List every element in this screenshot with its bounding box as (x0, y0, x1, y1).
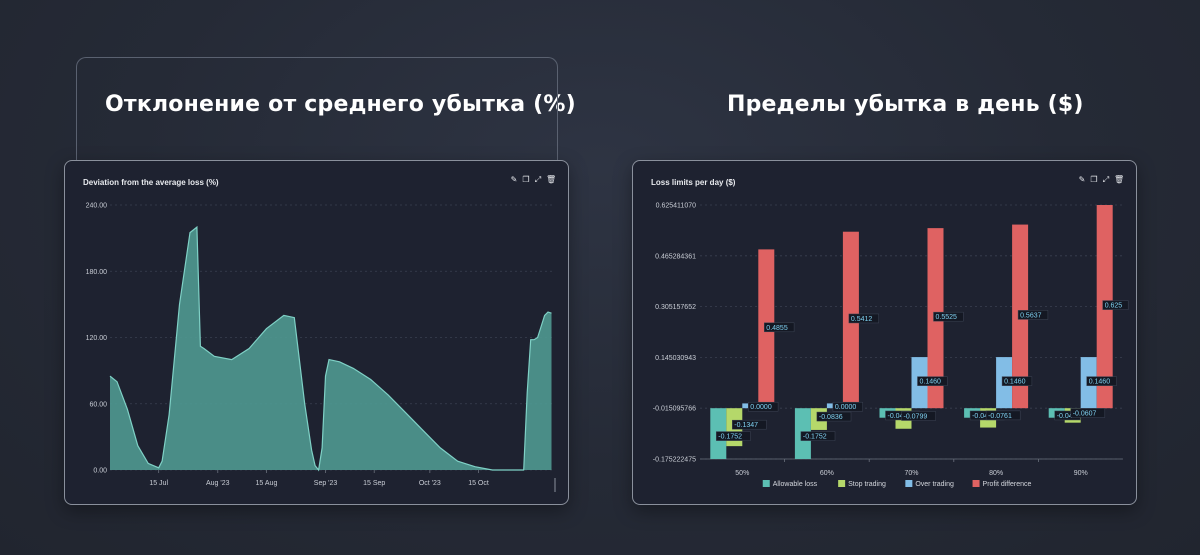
y-tick-label: 0.465284361 (655, 253, 696, 260)
legend-swatch (972, 480, 980, 487)
heading-loss-limits: Пределы убытка в день ($) (727, 92, 1084, 117)
area-series (110, 227, 552, 470)
data-label-box (764, 322, 795, 333)
data-label-box (832, 401, 863, 412)
legend-label: Over trading (915, 481, 954, 488)
chart-toolbar: ✎ ❐ ⤢ 🗑 (1078, 175, 1125, 184)
x-tick-label: Oct '23 (419, 480, 441, 487)
data-label-box (933, 311, 964, 322)
y-tick-label: 0.625411070 (656, 203, 696, 210)
data-label: 0.5412 (851, 316, 873, 323)
area-series-line (109, 225, 552, 472)
data-label-box (732, 419, 767, 430)
x-tick-label: Sep '23 (314, 480, 338, 487)
deviation-area-chart: 240.00 180.00 120.00 60.00 0.00 15 Jul Aug '23… (86, 203, 556, 492)
legend-swatch (838, 480, 846, 487)
y-tick-label: 180.00 (86, 269, 108, 276)
x-tick-label: 70% (904, 470, 918, 477)
data-label: 0.0000 (835, 404, 857, 411)
pencil-icon[interactable]: ✎ (510, 175, 518, 184)
x-tick-label: 90% (1074, 470, 1088, 477)
copy-icon[interactable]: ❐ (522, 175, 530, 184)
deviation-chart-card: Deviation from the average loss (%) ✎ ❐ … (64, 160, 569, 505)
data-label: -0.1347 (734, 422, 758, 429)
loss-limits-chart-card: Loss limits per day ($) ✎ ❐ ⤢ 🗑 0.625411… (632, 160, 1137, 505)
y-tick-label: 120.00 (86, 335, 108, 342)
chart-toolbar: ✎ ❐ ⤢ 🗑 (510, 175, 557, 184)
legend-label: Allowable loss (773, 481, 818, 488)
decorative-frame (76, 57, 558, 168)
data-label: 0.625 (1105, 303, 1123, 310)
y-tick-label: 0.305157652 (655, 304, 696, 311)
x-tick-label: 80% (989, 470, 1003, 477)
y-tick-label: 60.00 (89, 401, 107, 408)
data-label-box (816, 411, 852, 422)
x-tick-label: 60% (820, 470, 834, 477)
trash-icon[interactable]: 🗑 (1114, 175, 1125, 184)
expand-icon[interactable]: ⤢ (534, 175, 542, 184)
pencil-icon[interactable]: ✎ (1078, 175, 1086, 184)
chart-title: Loss limits per day ($) (651, 178, 736, 187)
data-label-box (1017, 310, 1049, 320)
legend-swatch (762, 480, 770, 487)
data-label: -0.1752 (803, 434, 827, 441)
y-tick-label: 0.00 (93, 468, 107, 475)
y-tick-label: 0.145030943 (655, 355, 696, 362)
x-tick-label: 15 Oct (468, 480, 489, 487)
legend-swatch (905, 480, 913, 487)
data-label-box (716, 431, 751, 441)
data-label: 0.1460 (1004, 379, 1026, 386)
heading-deviation: Отклонение от среднего убытка (%) (105, 92, 576, 117)
legend-label: Stop trading (848, 481, 886, 488)
y-tick-label: -0.175222475 (653, 457, 696, 464)
data-label: -0.0451 (888, 413, 912, 420)
data-label-box (917, 376, 948, 386)
data-label-box (748, 401, 779, 412)
legend-label: Profit difference (983, 481, 1032, 488)
data-label: 0.1460 (920, 379, 942, 386)
trash-icon[interactable]: 🗑 (546, 175, 557, 184)
data-label-box (800, 431, 836, 441)
data-label: 0.0000 (750, 404, 772, 411)
data-label: 0.5525 (936, 314, 958, 321)
data-label-box (1086, 376, 1117, 386)
copy-icon[interactable]: ❐ (1090, 175, 1098, 184)
data-label: -0.0799 (904, 413, 928, 420)
x-tick-label: Aug '23 (206, 480, 230, 487)
data-label: -0.0451 (972, 413, 996, 420)
loss-limits-bar-chart: 0.625411070 0.465284361 0.305157652 0.14503… (653, 203, 1129, 488)
data-label-box (848, 313, 879, 324)
chart-title: Deviation from the average loss (%) (83, 178, 219, 187)
data-label: 0.5637 (1020, 312, 1042, 319)
data-label: 0.4855 (766, 325, 788, 332)
data-label: -0.0761 (988, 413, 1012, 420)
y-tick-label: -0.015095766 (653, 406, 696, 413)
expand-icon[interactable]: ⤢ (1102, 175, 1110, 184)
x-tick-label: 15 Jul (149, 480, 168, 487)
data-label-box (901, 411, 936, 421)
data-label: -0.0607 (1073, 410, 1097, 417)
data-label-box (1001, 376, 1033, 386)
x-tick-label: 50% (735, 470, 749, 477)
data-label-box (1102, 300, 1129, 310)
y-tick-label: 240.00 (86, 203, 108, 210)
data-label-box (1070, 408, 1106, 418)
x-tick-label: 15 Aug (256, 480, 278, 487)
data-label: -0.04 (1057, 413, 1073, 420)
x-tick-label: 15 Sep (363, 480, 385, 487)
data-label: -0.1752 (718, 434, 742, 441)
data-label: 0.1460 (1089, 379, 1111, 386)
data-label-box (985, 410, 1021, 421)
data-label: -0.0836 (819, 414, 843, 421)
